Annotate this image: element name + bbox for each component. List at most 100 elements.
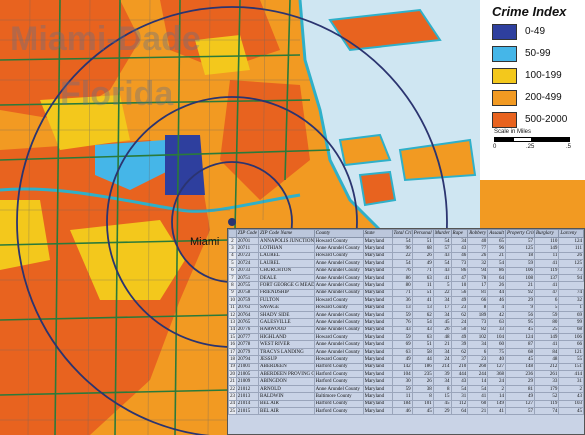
table-cell: 54 bbox=[432, 259, 452, 268]
column-header[interactable]: Total Crime bbox=[391, 229, 413, 238]
table-cell: Maryland bbox=[362, 406, 393, 416]
table-cell: 235 bbox=[411, 370, 434, 379]
column-header[interactable]: Robbery bbox=[467, 229, 489, 238]
table-cell: 13 bbox=[391, 303, 413, 312]
table-row[interactable]: 21 21009 ABINGDON Harford County Maryland 30 2… bbox=[228, 377, 584, 386]
table-cell: 45 bbox=[432, 399, 452, 409]
table-row[interactable]: 14 20776 HARWOOD Anne Arundel County Marylan… bbox=[228, 325, 584, 335]
table-cell: 11 bbox=[533, 251, 560, 261]
table-cell: LAUREL bbox=[258, 251, 315, 261]
table-cell: 106 bbox=[505, 266, 535, 275]
table-cell: 106 bbox=[558, 333, 584, 342]
row-number: 10 bbox=[228, 296, 237, 305]
table-cell: SHADY SIDE bbox=[258, 310, 315, 320]
table-cell: 78 bbox=[467, 273, 489, 283]
crime-data-table[interactable]: ZIP Code ZIP Code Name County State Total Cr… bbox=[227, 228, 585, 435]
table-cell: 20765 bbox=[235, 318, 260, 327]
table-row[interactable]: 2 20701 ANNAPOLIS JUNCTION Howard County Mar… bbox=[228, 236, 584, 246]
table-cell: 62 bbox=[411, 310, 434, 320]
table-cell: HARWOOD bbox=[258, 325, 315, 335]
table-cell: Maryland bbox=[362, 266, 393, 275]
table-cell: 68 bbox=[558, 325, 584, 335]
table-cell: Anne Arundel County bbox=[313, 384, 364, 394]
table-row[interactable]: 5 20724 LAUREL Anne Arundel County Maryland 5… bbox=[228, 259, 584, 268]
table-cell: 96 bbox=[391, 244, 413, 253]
table-row[interactable]: 24 21014 BEL AIR Harford County Maryland 184 1… bbox=[228, 399, 584, 409]
table-cell: 94 bbox=[467, 266, 489, 275]
table-cell: Anne Arundel County bbox=[313, 288, 364, 298]
table-cell: 24 bbox=[432, 355, 452, 364]
table-row[interactable]: 13 20765 GALESVILLE Anne Arundel County Mary… bbox=[228, 318, 584, 327]
table-row[interactable]: 18 20794 JESSUP Howard County Maryland 49 44 24… bbox=[228, 355, 584, 364]
column-header[interactable]: Murder bbox=[432, 229, 452, 238]
table-row[interactable]: 25 21015 BEL AIR Harford County Maryland 46 45… bbox=[228, 406, 584, 416]
table-cell: Maryland bbox=[362, 236, 393, 246]
row-number: 6 bbox=[228, 266, 237, 275]
table-cell: 149 bbox=[533, 333, 560, 342]
table-row[interactable]: 23 21013 BALDWIN Baltimore County Maryland 11… bbox=[228, 392, 584, 401]
table-cell: 68 bbox=[505, 347, 535, 357]
table-cell: Anne Arundel County bbox=[313, 318, 364, 327]
row-number: 22 bbox=[228, 384, 237, 394]
column-header[interactable]: ZIP Code bbox=[235, 229, 260, 238]
table-cell: 2 bbox=[487, 384, 507, 394]
table-cell: 26 bbox=[558, 251, 584, 261]
table-row[interactable]: 10 20759 FULTON Howard County Maryland 36 41 34… bbox=[228, 296, 584, 305]
table-cell: ARNOLD bbox=[258, 384, 315, 394]
table-row[interactable]: 4 20723 LAUREL Howard County Maryland 22 26 43 4… bbox=[228, 251, 584, 261]
table-cell: 20779 bbox=[235, 347, 260, 357]
column-header[interactable]: Burglary bbox=[533, 229, 560, 238]
table-row[interactable]: 22 21012 ARNOLD Anne Arundel County Maryland… bbox=[228, 384, 584, 394]
table-cell: 119 bbox=[533, 266, 560, 275]
table-cell: 36 bbox=[391, 296, 413, 305]
table-cell: 54 bbox=[467, 384, 489, 394]
row-number-header bbox=[228, 229, 237, 238]
table-cell: 34 bbox=[432, 296, 452, 305]
table-row[interactable]: 19 21001 ABERDEEN Harford County Maryland 142… bbox=[228, 362, 584, 372]
table-cell: 22 bbox=[391, 251, 413, 261]
table-cell: Howard County bbox=[313, 236, 364, 246]
table-cell: 17 bbox=[432, 303, 452, 312]
column-header[interactable]: ZIP Code Name bbox=[258, 229, 315, 238]
table-cell: Maryland bbox=[362, 377, 393, 386]
column-header[interactable]: Larceny bbox=[558, 229, 584, 238]
table-cell: 18 bbox=[505, 251, 535, 261]
column-header[interactable]: County bbox=[313, 229, 364, 238]
table-cell: 5 bbox=[432, 281, 452, 290]
table-cell: 261 bbox=[533, 370, 560, 379]
table-cell: 57 bbox=[505, 406, 535, 416]
table-row[interactable]: 3 20711 LOTHIAN Anne Arundel County Maryland… bbox=[228, 244, 584, 253]
table-cell: 244 bbox=[467, 370, 489, 379]
column-header[interactable]: Property Crime bbox=[505, 229, 535, 238]
table-cell: LAUREL bbox=[258, 259, 315, 268]
table-row[interactable]: 7 20751 DEALE Anne Arundel County Maryland 86… bbox=[228, 273, 584, 283]
table-row[interactable]: 17 20779 TRACYS LANDING Anne Arundel County… bbox=[228, 347, 584, 357]
table-row[interactable]: 8 20755 FORT GEORGE G MEADE Anne Arundel Co… bbox=[228, 281, 584, 290]
table-cell: 214 bbox=[432, 362, 452, 372]
column-header[interactable]: Personal Crime bbox=[411, 229, 434, 238]
table-cell: 76 bbox=[391, 266, 413, 275]
table-row[interactable]: 16 20778 WEST RIVER Anne Arundel County Mary… bbox=[228, 340, 584, 349]
table-cell: 127 bbox=[505, 399, 535, 409]
table-cell: Maryland bbox=[362, 340, 393, 349]
table-cell: 112 bbox=[450, 399, 469, 409]
table-cell: 21 bbox=[432, 340, 452, 349]
column-header[interactable]: State bbox=[362, 229, 393, 238]
table-cell: 49 bbox=[391, 355, 413, 364]
table-cell: Maryland bbox=[362, 281, 393, 290]
table-cell: 149 bbox=[533, 244, 560, 253]
table-row[interactable]: 9 20758 FRIENDSHIP Anne Arundel County Maryl… bbox=[228, 288, 584, 298]
city-label-miami: Miami bbox=[190, 236, 220, 248]
table-cell: 49 bbox=[505, 392, 535, 401]
table-cell: Harford County bbox=[313, 377, 364, 386]
table-row[interactable]: 15 20777 HIGHLAND Howard County Maryland 59 63… bbox=[228, 333, 584, 342]
table-row[interactable]: 12 20764 SHADY SIDE Anne Arundel County Mary… bbox=[228, 310, 584, 320]
column-header[interactable]: Rape bbox=[450, 229, 469, 238]
table-cell: 444 bbox=[450, 370, 469, 379]
column-header[interactable]: Assault bbox=[487, 229, 507, 238]
legend-swatch bbox=[492, 112, 517, 128]
table-cell: 76 bbox=[391, 318, 413, 327]
table-row[interactable]: 11 20763 SAVAGE Howard County Maryland 13 13 17… bbox=[228, 303, 584, 312]
table-row[interactable]: 6 20733 CHURCHTON Anne Arundel County Maryla… bbox=[228, 266, 584, 275]
